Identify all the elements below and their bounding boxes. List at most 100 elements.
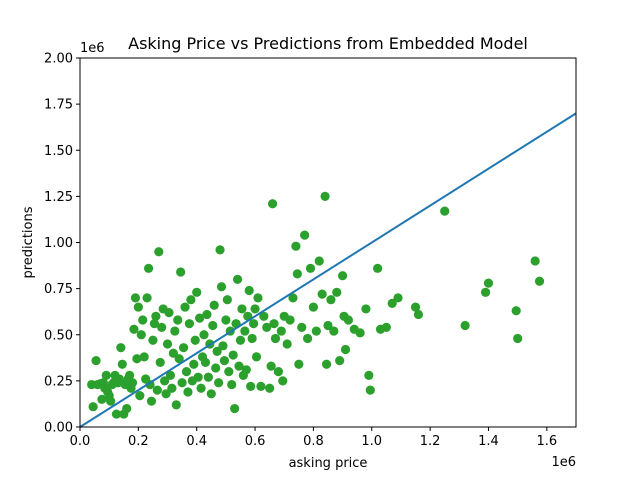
data-point [249,319,259,329]
data-point [97,394,107,404]
data-point [237,304,247,314]
x-tick-label: 1.2 [420,434,441,449]
reference-line [79,112,577,428]
data-point [125,370,135,380]
data-point [209,300,219,310]
data-point [129,324,139,334]
data-point [149,319,159,329]
data-point [513,333,523,344]
data-point [183,387,193,397]
data-point [250,304,260,314]
data-point [127,378,138,388]
data-point [211,363,221,373]
data-point [294,359,304,369]
data-point [267,199,278,209]
data-point [534,276,545,286]
data-point [88,402,98,412]
data-point [186,295,196,305]
data-point [146,396,157,406]
data-point [232,274,243,284]
data-point [101,370,111,380]
data-point [136,330,146,340]
data-point [511,306,521,316]
data-point [173,315,183,325]
data-point [196,383,206,393]
data-point [323,320,333,331]
data-point [202,309,212,320]
data-point [116,343,126,353]
data-point [216,282,227,292]
data-point [305,263,316,273]
x-offset-label: 1e6 [551,455,576,470]
y-tick-label: 1.25 [44,190,73,205]
data-point [302,333,313,344]
data-point [317,289,327,299]
data-point [130,293,141,303]
data-point [355,328,365,338]
data-point [251,352,262,362]
data-point [393,293,403,303]
data-point [154,247,164,257]
data-point [234,361,244,371]
data-point [285,315,295,325]
data-point [160,376,170,386]
data-point [329,326,339,336]
data-point [176,267,186,277]
data-point [235,335,246,345]
data-point [413,309,424,320]
data-point [222,295,232,305]
data-point [320,191,330,201]
data-point [212,346,222,356]
data-point [311,326,321,336]
data-point [381,322,391,332]
data-point [155,357,165,368]
data-point [164,308,174,318]
data-point [200,357,211,368]
data-point [288,293,298,303]
data-point [480,287,491,297]
data-point [162,339,173,349]
data-point [314,256,324,266]
data-point [291,241,301,251]
data-point [192,287,202,297]
data-point [171,400,181,410]
data-point [132,354,142,364]
data-point [256,381,266,392]
y-tick-label: 2.00 [44,52,73,67]
data-point [167,383,177,393]
y-tick-label: 1.50 [44,144,73,159]
data-point [373,263,383,273]
data-point [335,355,345,366]
data-point [292,269,302,279]
data-point [139,352,149,362]
data-point [259,311,269,321]
points-layer [87,191,545,419]
data-point [193,372,203,382]
data-point [208,320,218,331]
x-tick-label: 0.4 [186,434,207,449]
data-point [138,315,148,325]
chart-title: Asking Price vs Predictions from Embedde… [128,34,528,53]
data-point [387,298,397,308]
x-tick-label: 1.6 [536,434,557,449]
data-point [266,361,276,371]
data-point [530,256,540,266]
data-point [195,313,205,323]
data-point [181,367,192,377]
data-point [135,391,145,401]
data-point [278,376,288,386]
data-point [203,372,213,382]
data-point [361,304,371,314]
data-point [151,311,161,321]
data-point [122,403,132,414]
data-point [218,341,228,351]
plot-area [79,112,577,428]
x-axis-label: asking price [289,456,368,471]
data-point [273,367,283,377]
y-tick-label: 0.50 [44,328,73,343]
data-point [410,302,421,312]
data-point [221,315,231,325]
data-point [133,302,143,312]
data-point [161,389,171,399]
